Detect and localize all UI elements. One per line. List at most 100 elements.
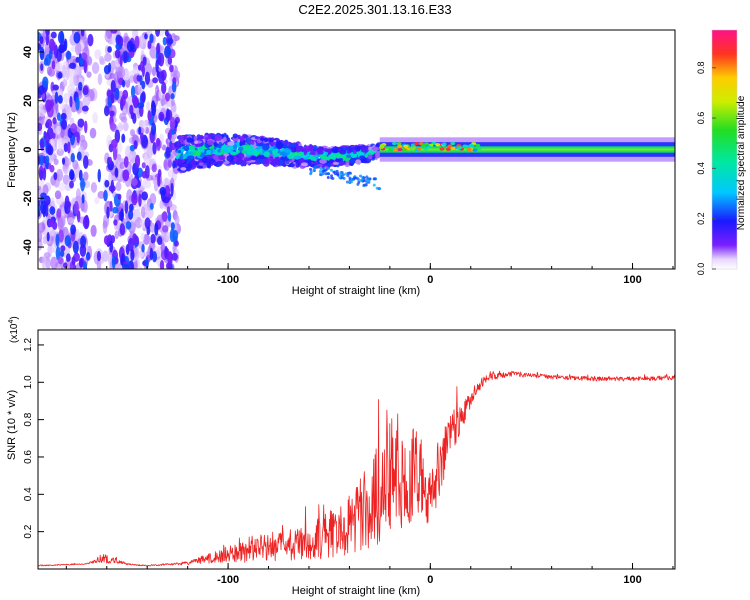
heatmap-cell [146,226,151,236]
heatmap-cell [307,159,312,167]
heatmap-cell [145,256,149,269]
heatmap-cell [339,149,347,155]
colorbar-label: Normalized spectral amplitude [736,95,747,230]
heatmap-cell [102,220,108,234]
heatmap-cell [177,150,182,154]
snr-series-line [38,370,675,567]
heatmap-cell [103,105,110,117]
heatmap-cell [199,134,204,140]
heatmap-cell [109,200,113,212]
heatmap-cell [288,143,296,148]
heatmap-cell [318,170,322,174]
heatmap-cell [167,56,173,65]
heatmap-cell [346,149,352,154]
heatmap-cell [56,112,61,121]
heatmap-cell [339,146,343,151]
heatmap-cell [329,168,333,172]
heatmap-cell [39,46,45,61]
heatmap-cell [171,252,178,261]
carrier-blob [441,142,447,146]
snr-x-ticks: -100 0 100 [65,563,674,586]
heatmap-cell [56,125,62,135]
heatmap-cell [170,182,174,197]
heatmap-cell [38,179,45,187]
heatmap-cell [137,102,145,109]
heatmap-cell [65,105,72,120]
heatmap-cell [38,109,46,117]
heatmap-cell [110,30,118,34]
heatmap-cell [359,179,363,183]
heatmap-cell [92,112,98,124]
heatmap-cell [166,38,174,45]
spectrogram-x-ticks: -100 0 100 [65,263,674,286]
heatmap-cell [262,144,270,151]
heatmap-cell [205,149,211,155]
heatmap-cell [58,44,65,54]
y-tick-label: 0 [22,146,34,152]
snr-x-label: Height of straight line (km) [292,585,420,597]
heatmap-cell [149,46,158,59]
heatmap-cell [38,155,41,166]
heatmap-cell [69,62,76,69]
heatmap-cell [136,74,141,82]
heatmap-cell [167,159,173,168]
carrier-blob [397,144,403,148]
heatmap-cell [271,161,280,166]
heatmap-cell [78,258,84,268]
heatmap-cell [65,253,71,262]
heatmap-cell [50,256,58,269]
heatmap-cell [45,155,50,164]
heatmap-cell [94,196,100,205]
heatmap-cell [183,153,189,158]
heatmap-cell [200,148,205,153]
heatmap-cell [134,154,141,169]
heatmap-cell [103,189,108,202]
heatmap-cell [180,167,187,171]
heatmap-cell [281,141,289,145]
heatmap-cell [207,140,215,146]
heatmap-cell [140,206,146,219]
heatmap-cell [159,186,167,196]
heatmap-cell [151,66,156,77]
heatmap-cell [119,54,123,67]
heatmap-cell [87,33,94,47]
heatmap-cell [134,35,140,49]
heatmap-cell [141,191,149,201]
heatmap-cell [111,255,116,269]
heatmap-cell [194,140,199,144]
heatmap-cell [69,180,74,189]
snr-y-ticks: 0.2 0.4 0.6 0.8 1.0 1.2 [23,338,44,539]
heatmap-cell [50,99,54,108]
heatmap-cell [40,192,47,199]
heatmap-cell [159,114,164,121]
heatmap-cell [339,171,343,175]
heatmap-cell [220,148,225,155]
heatmap-cell [138,126,142,135]
heatmap-cell [65,200,72,209]
snr-frame [37,329,676,570]
heatmap-cell [54,190,62,200]
heatmap-cell [48,218,55,228]
heatmap-cell [45,131,50,145]
heatmap-cell [198,162,204,166]
heatmap-cell [360,145,368,150]
colorbar-tick-label: 0.6 [696,112,706,125]
heatmap-cell [125,220,132,230]
heatmap-cell [115,181,122,192]
heatmap-cell [155,137,161,147]
heatmap-cell [73,72,80,87]
heatmap-cell [42,76,49,88]
heatmap-cell [322,167,326,171]
heatmap-cell [155,30,160,37]
carrier-blob [435,143,441,147]
carrier-blob [445,147,451,151]
heatmap-cell [49,206,56,215]
heatmap-cell [372,177,376,181]
x-tick-label: 0 [427,274,433,286]
heatmap-cell [45,33,50,46]
heatmap-cell [65,50,72,60]
carrier-blob [416,147,422,151]
heatmap-cell [262,159,270,167]
spectrogram-x-label: Height of straight line (km) [292,285,420,297]
